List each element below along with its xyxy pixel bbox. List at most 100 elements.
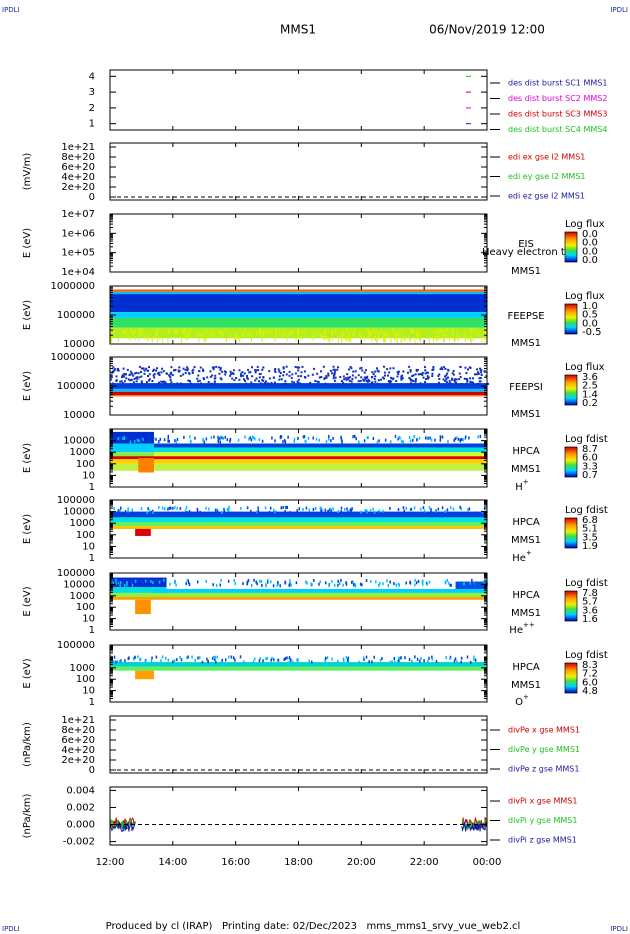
spectrogram-speck [398,435,400,439]
spectrogram-speck [438,334,440,339]
spectrogram-speck [257,506,259,510]
spectrogram-dot [213,382,216,385]
spectrogram-speck [484,332,486,337]
spectrogram-speck [353,329,355,334]
spectrogram-speck [361,583,363,587]
spectrogram-speck [483,580,485,584]
spectrogram-speck [470,330,472,335]
spectrogram-dot [115,375,118,378]
spectrogram-speck [225,338,227,343]
spectrogram-speck [460,507,462,511]
spectrogram-dot [290,376,293,379]
spectrogram-speck [335,328,337,333]
spectrogram-speck [390,338,392,343]
spectrogram-dot [255,377,258,380]
spectrogram-dot [371,375,374,378]
spectrogram-dot [395,379,398,382]
spectrogram-speck [340,578,342,582]
species: H+ [515,478,529,493]
spectrogram-speck [271,656,273,660]
spectrogram-speck [363,657,365,661]
spectrogram-speck [399,331,401,336]
colorbar-tick-label: 2.5 [582,381,598,392]
spectrogram-dot [146,369,149,372]
spectrogram-speck [150,659,153,663]
spectrogram-dot [446,372,449,375]
y-tick-label: 8e+20 [61,152,95,163]
spectrogram-dot [110,374,113,377]
spectrogram-speck [256,331,258,336]
spectrogram-speck [234,332,236,337]
spectrogram-speck [189,439,192,443]
spectrogram-dot [333,373,336,376]
x-tick-label: 12:00 [96,857,125,868]
spectrogram-band [153,588,487,593]
spectrogram-dot [196,377,199,380]
spectrogram-speck [468,507,471,511]
spectrogram-dot [259,382,262,385]
spectrogram-dot [215,365,218,368]
spectrogram-speck [205,437,208,441]
spectrogram-speck [397,334,399,339]
spectrogram-dot [471,377,474,380]
spectrogram-speck [186,579,188,583]
spectrogram-speck [228,655,230,659]
spectrogram-speck [318,582,320,586]
spectrogram-speck [310,660,313,664]
spectrogram-dot [285,365,288,368]
spectrogram-dot [145,381,148,384]
spectrogram-dot [408,365,411,368]
spectrogram-dot [273,381,276,384]
spectrogram-dot [402,370,405,373]
spectrogram-speck [405,506,408,510]
spectrogram-speck [397,656,400,660]
spectrogram-speck [444,334,446,339]
spectrogram-speck [376,339,378,344]
spectrogram-speck [443,338,445,343]
spectrogram-dot [202,378,205,381]
spacecraft-label: MMS1 [511,464,541,475]
spectrogram-speck [127,509,129,513]
spectrogram-speck [304,439,307,443]
spectrogram-speck [417,579,420,583]
spectrogram-speck [346,658,349,662]
spectrogram-speck [163,584,166,588]
spectrogram-dot [424,369,427,372]
spectrogram-band [110,596,487,600]
spectrogram-speck [268,510,271,514]
spectrogram-dot [325,375,328,378]
spectrogram-dot [201,368,204,371]
spectrogram-speck [217,435,219,439]
spectrogram-dot [242,374,245,377]
spectrogram-speck [219,583,222,587]
spectrogram-speck [394,334,396,339]
spectrogram-dot [220,378,223,381]
spectrogram-dot [123,373,126,376]
spectrogram-speck [261,338,263,343]
spectrogram-speck [157,338,159,343]
spectrogram-speck [451,333,453,338]
spectrogram-speck [289,660,292,664]
spectrogram-speck [327,437,330,441]
spectrogram-dot [123,380,126,383]
spectrogram-dot [316,372,319,375]
spectrogram-speck [275,333,277,338]
spectrogram-dot [278,378,281,381]
date: 06/Nov/2019 12:00 [429,23,545,37]
colorbar-tick-label: 5.7 [582,597,598,608]
spectrogram-speck [365,510,368,514]
y-tick-label: 1 [89,119,95,130]
spectrogram-speck [442,337,444,342]
spectrogram-dot [427,377,430,380]
spectrogram-dot [272,376,275,379]
spectrogram-dot [344,377,347,380]
spectrogram-speck [446,328,448,333]
spectrogram-dot [443,366,446,369]
spectrogram-speck [445,656,447,660]
colorbar-tick-label: 8.7 [582,444,598,455]
spectrogram-dot [155,369,158,372]
spectrogram-speck [189,334,191,339]
spectrogram-dot [206,376,209,379]
spectrogram-speck [422,579,424,583]
